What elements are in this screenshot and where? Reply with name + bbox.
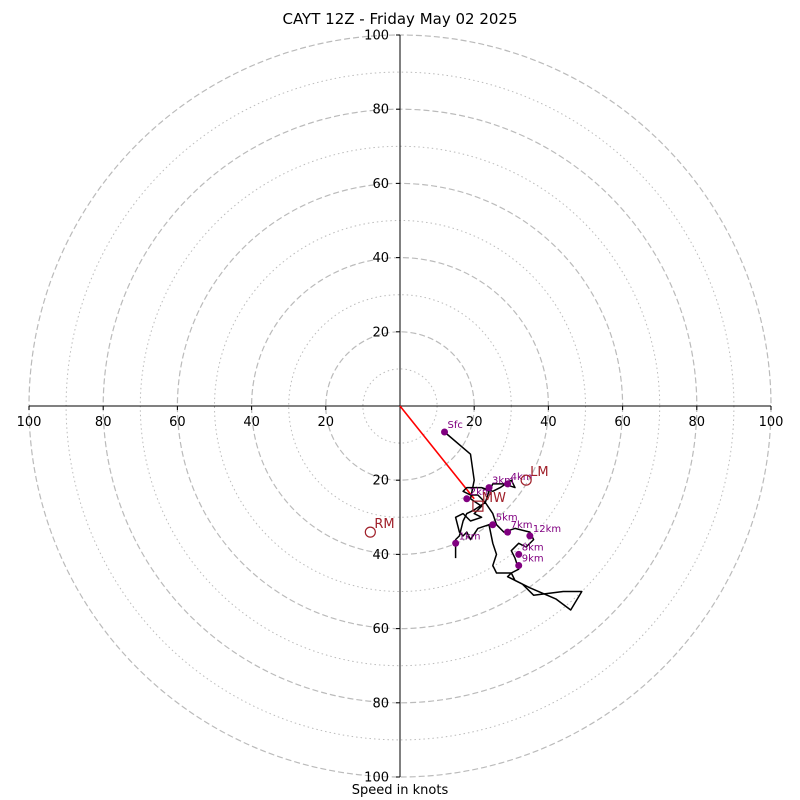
y-tick-label: 40 bbox=[372, 251, 389, 266]
height-label: 9km bbox=[522, 554, 544, 565]
tick-labels: 100 80 60 40 20 20 40 60 80 100 100 80 60 40 20 20 40 60 8… bbox=[17, 29, 784, 786]
height-marker bbox=[489, 521, 497, 529]
storm-motion-marker bbox=[520, 474, 532, 486]
x-tick-label: 40 bbox=[540, 415, 557, 430]
height-marker bbox=[515, 550, 523, 558]
y-tick-label: 80 bbox=[372, 696, 389, 711]
x-tick-label: 80 bbox=[95, 415, 112, 430]
height-label: 12km bbox=[533, 524, 561, 535]
height-marker bbox=[526, 532, 534, 540]
x-tick-label: 60 bbox=[614, 415, 631, 430]
y-tick-label: 60 bbox=[372, 622, 389, 637]
shear-line bbox=[399, 405, 475, 500]
x-tick-label: 40 bbox=[243, 415, 260, 430]
chart-title: CAYT 12Z - Friday May 02 2025 bbox=[282, 10, 518, 28]
x-tick-label: 100 bbox=[759, 415, 784, 430]
height-marker bbox=[504, 480, 512, 488]
y-tick-label: 60 bbox=[372, 177, 389, 192]
x-tick-label: 100 bbox=[17, 415, 42, 430]
height-marker bbox=[515, 562, 523, 570]
x-tick-label: 80 bbox=[689, 415, 706, 430]
y-tick-label: 20 bbox=[372, 474, 389, 489]
storm-motion-label: LM bbox=[530, 465, 548, 480]
storm-motion-label: MW bbox=[482, 491, 506, 506]
x-tick-label: 60 bbox=[169, 415, 186, 430]
height-label: 2km bbox=[470, 487, 492, 498]
x-axis-label: Speed in knots bbox=[351, 783, 449, 798]
height-marker bbox=[504, 528, 512, 536]
y-tick-label: 100 bbox=[364, 771, 389, 786]
y-tick-label: 20 bbox=[372, 325, 389, 340]
height-label: Sfc bbox=[448, 420, 463, 431]
height-label: 3km bbox=[492, 476, 514, 487]
height-marker bbox=[452, 539, 460, 547]
height-label: 7km bbox=[511, 520, 533, 531]
storm-motion-label: RM bbox=[374, 517, 394, 532]
x-tick-label: 20 bbox=[318, 415, 335, 430]
y-tick-label: 100 bbox=[364, 29, 389, 44]
height-marker bbox=[441, 428, 449, 436]
storm-motion-marker bbox=[364, 526, 376, 538]
x-tick-label: 20 bbox=[466, 415, 483, 430]
shear-vector bbox=[399, 405, 475, 500]
height-label: 1km bbox=[459, 531, 481, 542]
storm-motion-markers: RM LM MW bbox=[364, 465, 549, 538]
height-label: 5km bbox=[496, 513, 518, 524]
storm-motion-marker bbox=[472, 500, 484, 512]
y-tick-label: 80 bbox=[372, 103, 389, 118]
height-marker bbox=[485, 484, 493, 492]
height-marker bbox=[463, 495, 471, 503]
height-label: 8km bbox=[522, 542, 544, 553]
y-tick-label: 40 bbox=[372, 548, 389, 563]
